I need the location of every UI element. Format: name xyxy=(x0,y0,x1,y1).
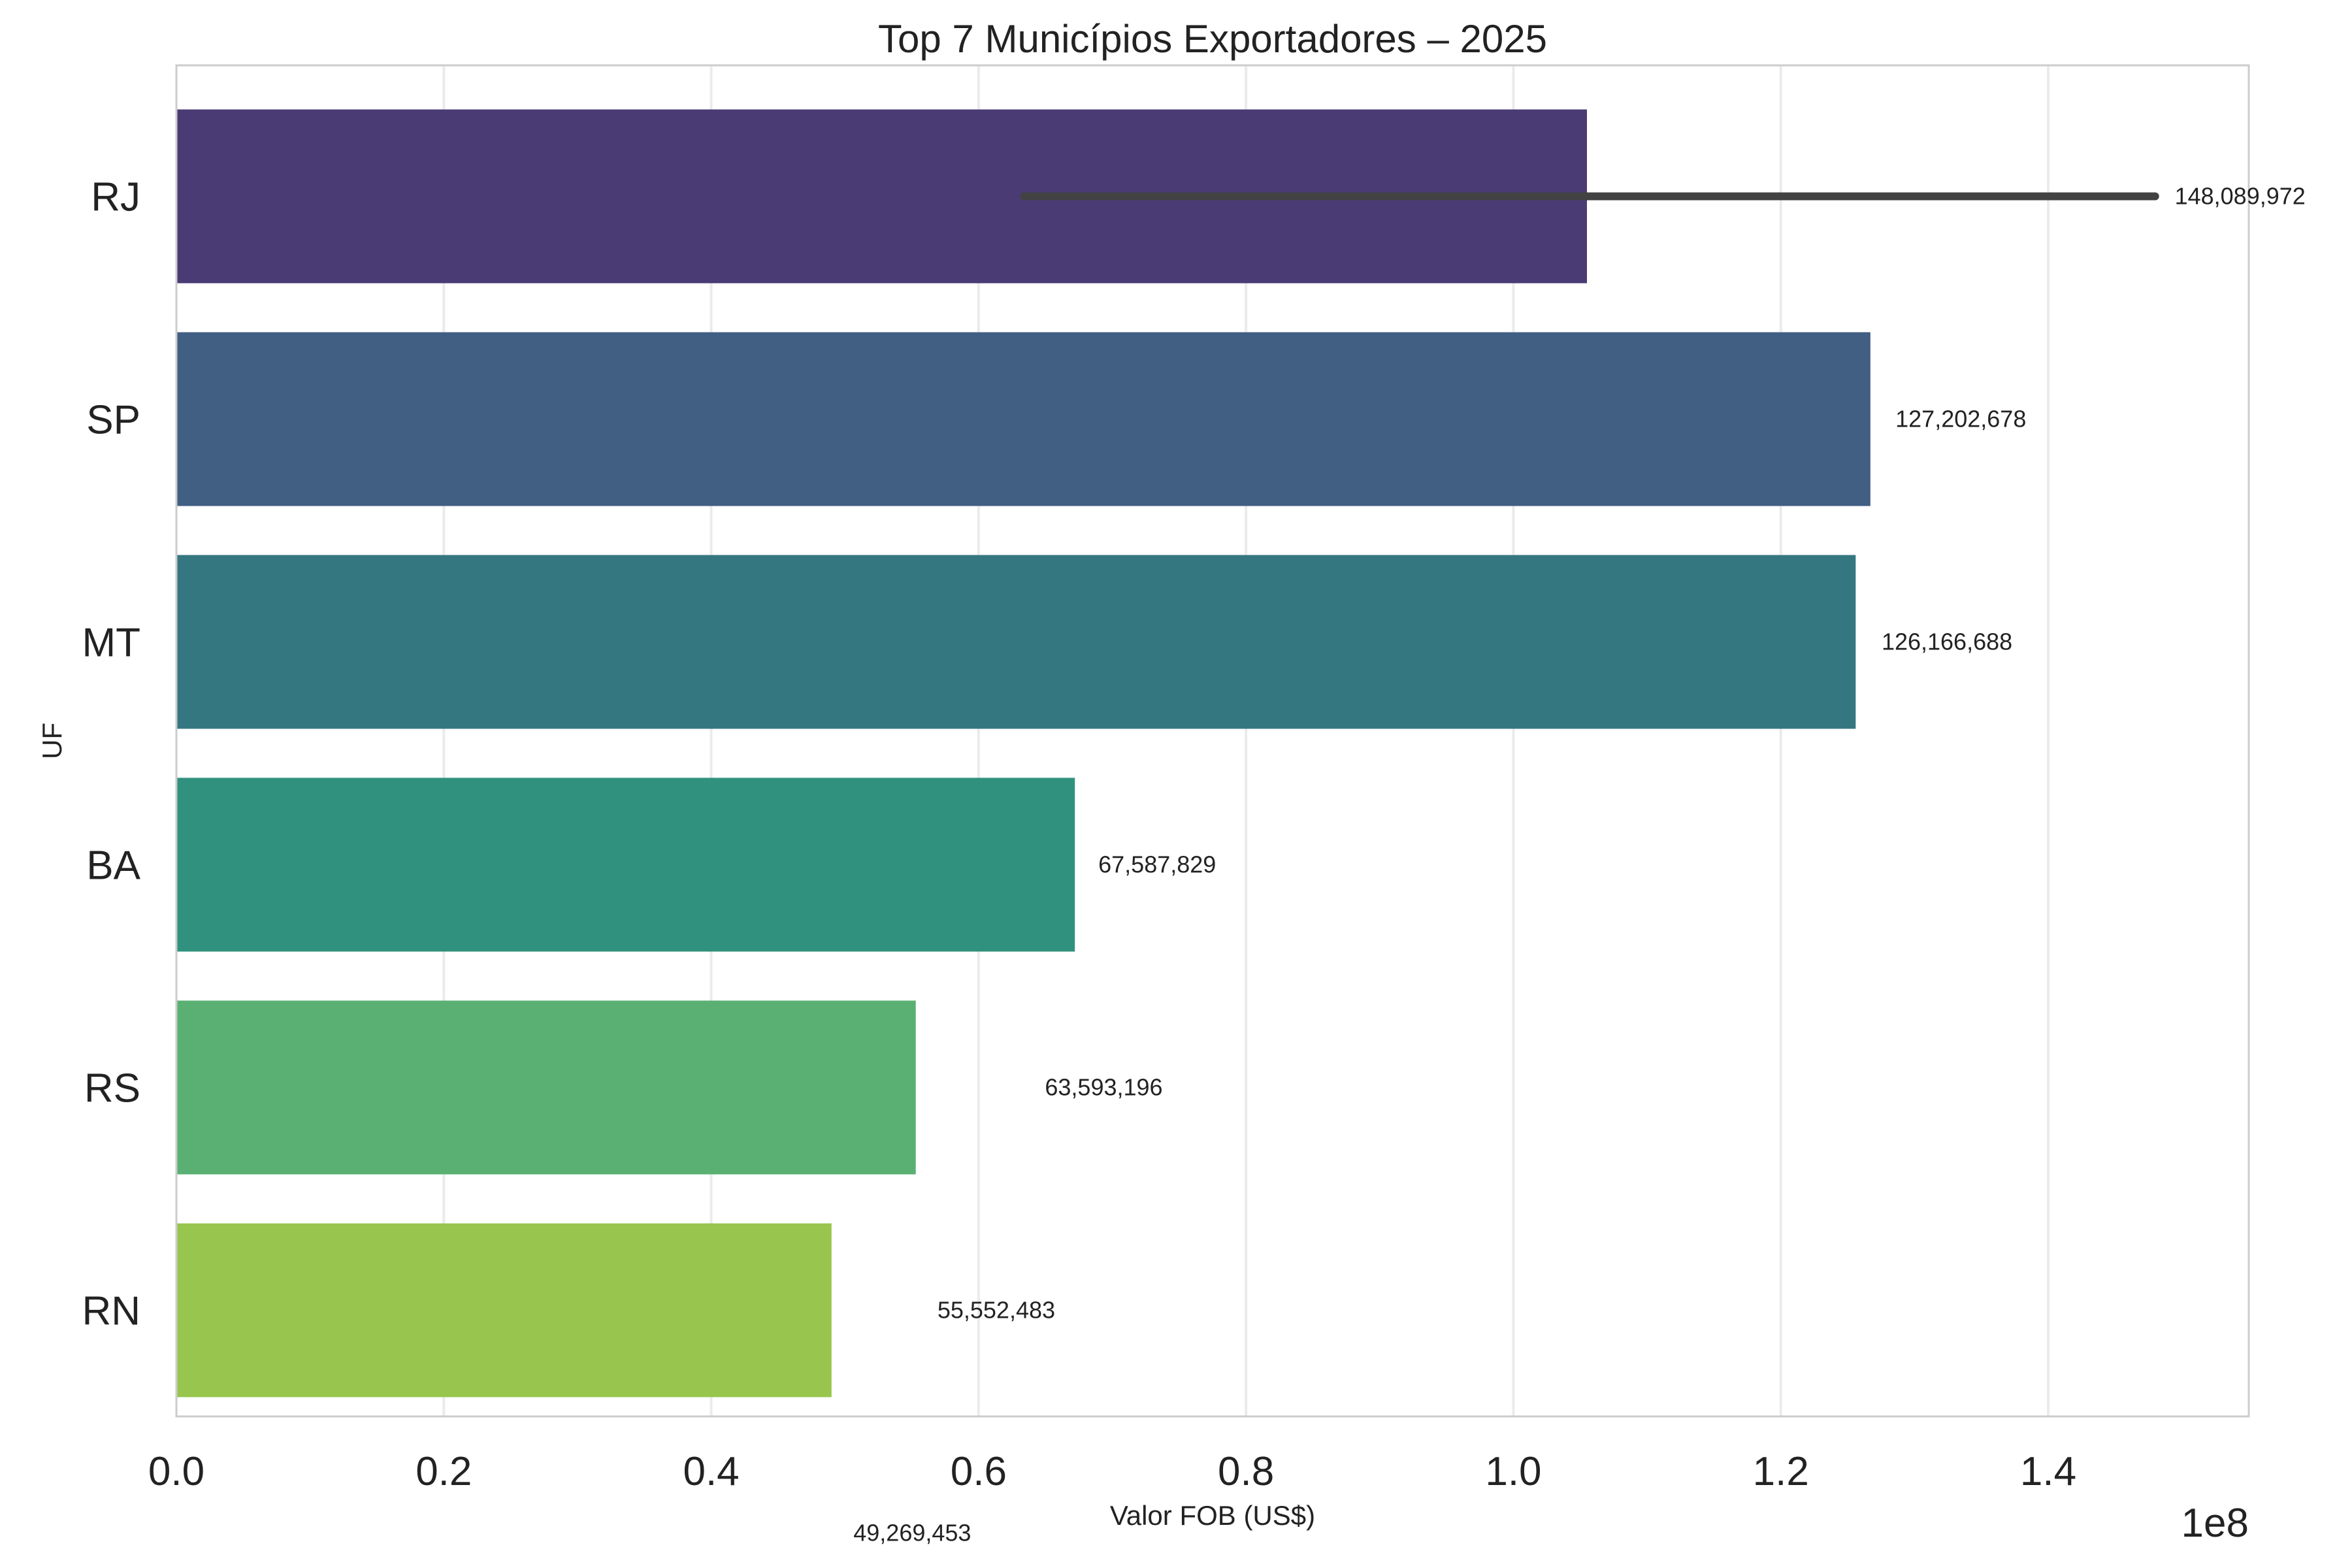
labels-layer: 148,089,972 127,202,678 126,166,688 67,587,… xyxy=(853,183,2306,1546)
grid-layer xyxy=(442,65,2050,1416)
x-axis-offset-label: 1e8 xyxy=(2181,1501,2249,1546)
data-label: 63,593,196 xyxy=(1045,1074,1162,1101)
y-axis-label: UF xyxy=(37,723,67,759)
bar-ba xyxy=(176,777,1075,952)
plot-frame xyxy=(175,64,2250,1418)
data-label: 126,166,688 xyxy=(1882,629,2012,655)
data-label: 49,269,453 xyxy=(853,1520,971,1546)
y-tick-label: SP xyxy=(86,398,140,443)
x-tick-label: 1.2 xyxy=(1753,1449,1809,1494)
y-tick-label: MT xyxy=(82,621,140,666)
data-label: 148,089,972 xyxy=(2175,183,2306,210)
x-tick-label: 1.4 xyxy=(2020,1449,2076,1494)
data-label: 67,587,829 xyxy=(1098,851,1216,878)
bar-mt xyxy=(176,555,1856,729)
bar-rn xyxy=(176,1223,832,1397)
ticks-layer: 0.0 0.2 0.4 0.6 0.8 1.0 1.2 1.4 RJ SP MT BA RS RN xyxy=(82,175,2076,1495)
y-tick-label: BA xyxy=(86,843,140,889)
y-tick-label: RJ xyxy=(91,175,140,220)
x-tick-label: 0.4 xyxy=(683,1449,739,1494)
x-tick-label: 0.0 xyxy=(148,1449,204,1494)
data-label: 127,202,678 xyxy=(1895,406,2026,433)
bar-sp xyxy=(176,332,1870,506)
bar-rs xyxy=(176,1000,916,1175)
y-tick-label: RS xyxy=(84,1066,140,1111)
chart-title: Top 7 Municípios Exportadores – 2025 xyxy=(878,17,1547,61)
x-axis-label: Valor FOB (US$) xyxy=(1110,1500,1315,1531)
data-label: 55,552,483 xyxy=(938,1297,1055,1324)
y-tick-label: RN xyxy=(82,1289,140,1334)
x-tick-label: 0.6 xyxy=(951,1449,1007,1494)
x-tick-label: 0.2 xyxy=(416,1449,472,1494)
x-tick-label: 0.8 xyxy=(1218,1449,1274,1494)
x-tick-label: 1.0 xyxy=(1485,1449,1541,1494)
